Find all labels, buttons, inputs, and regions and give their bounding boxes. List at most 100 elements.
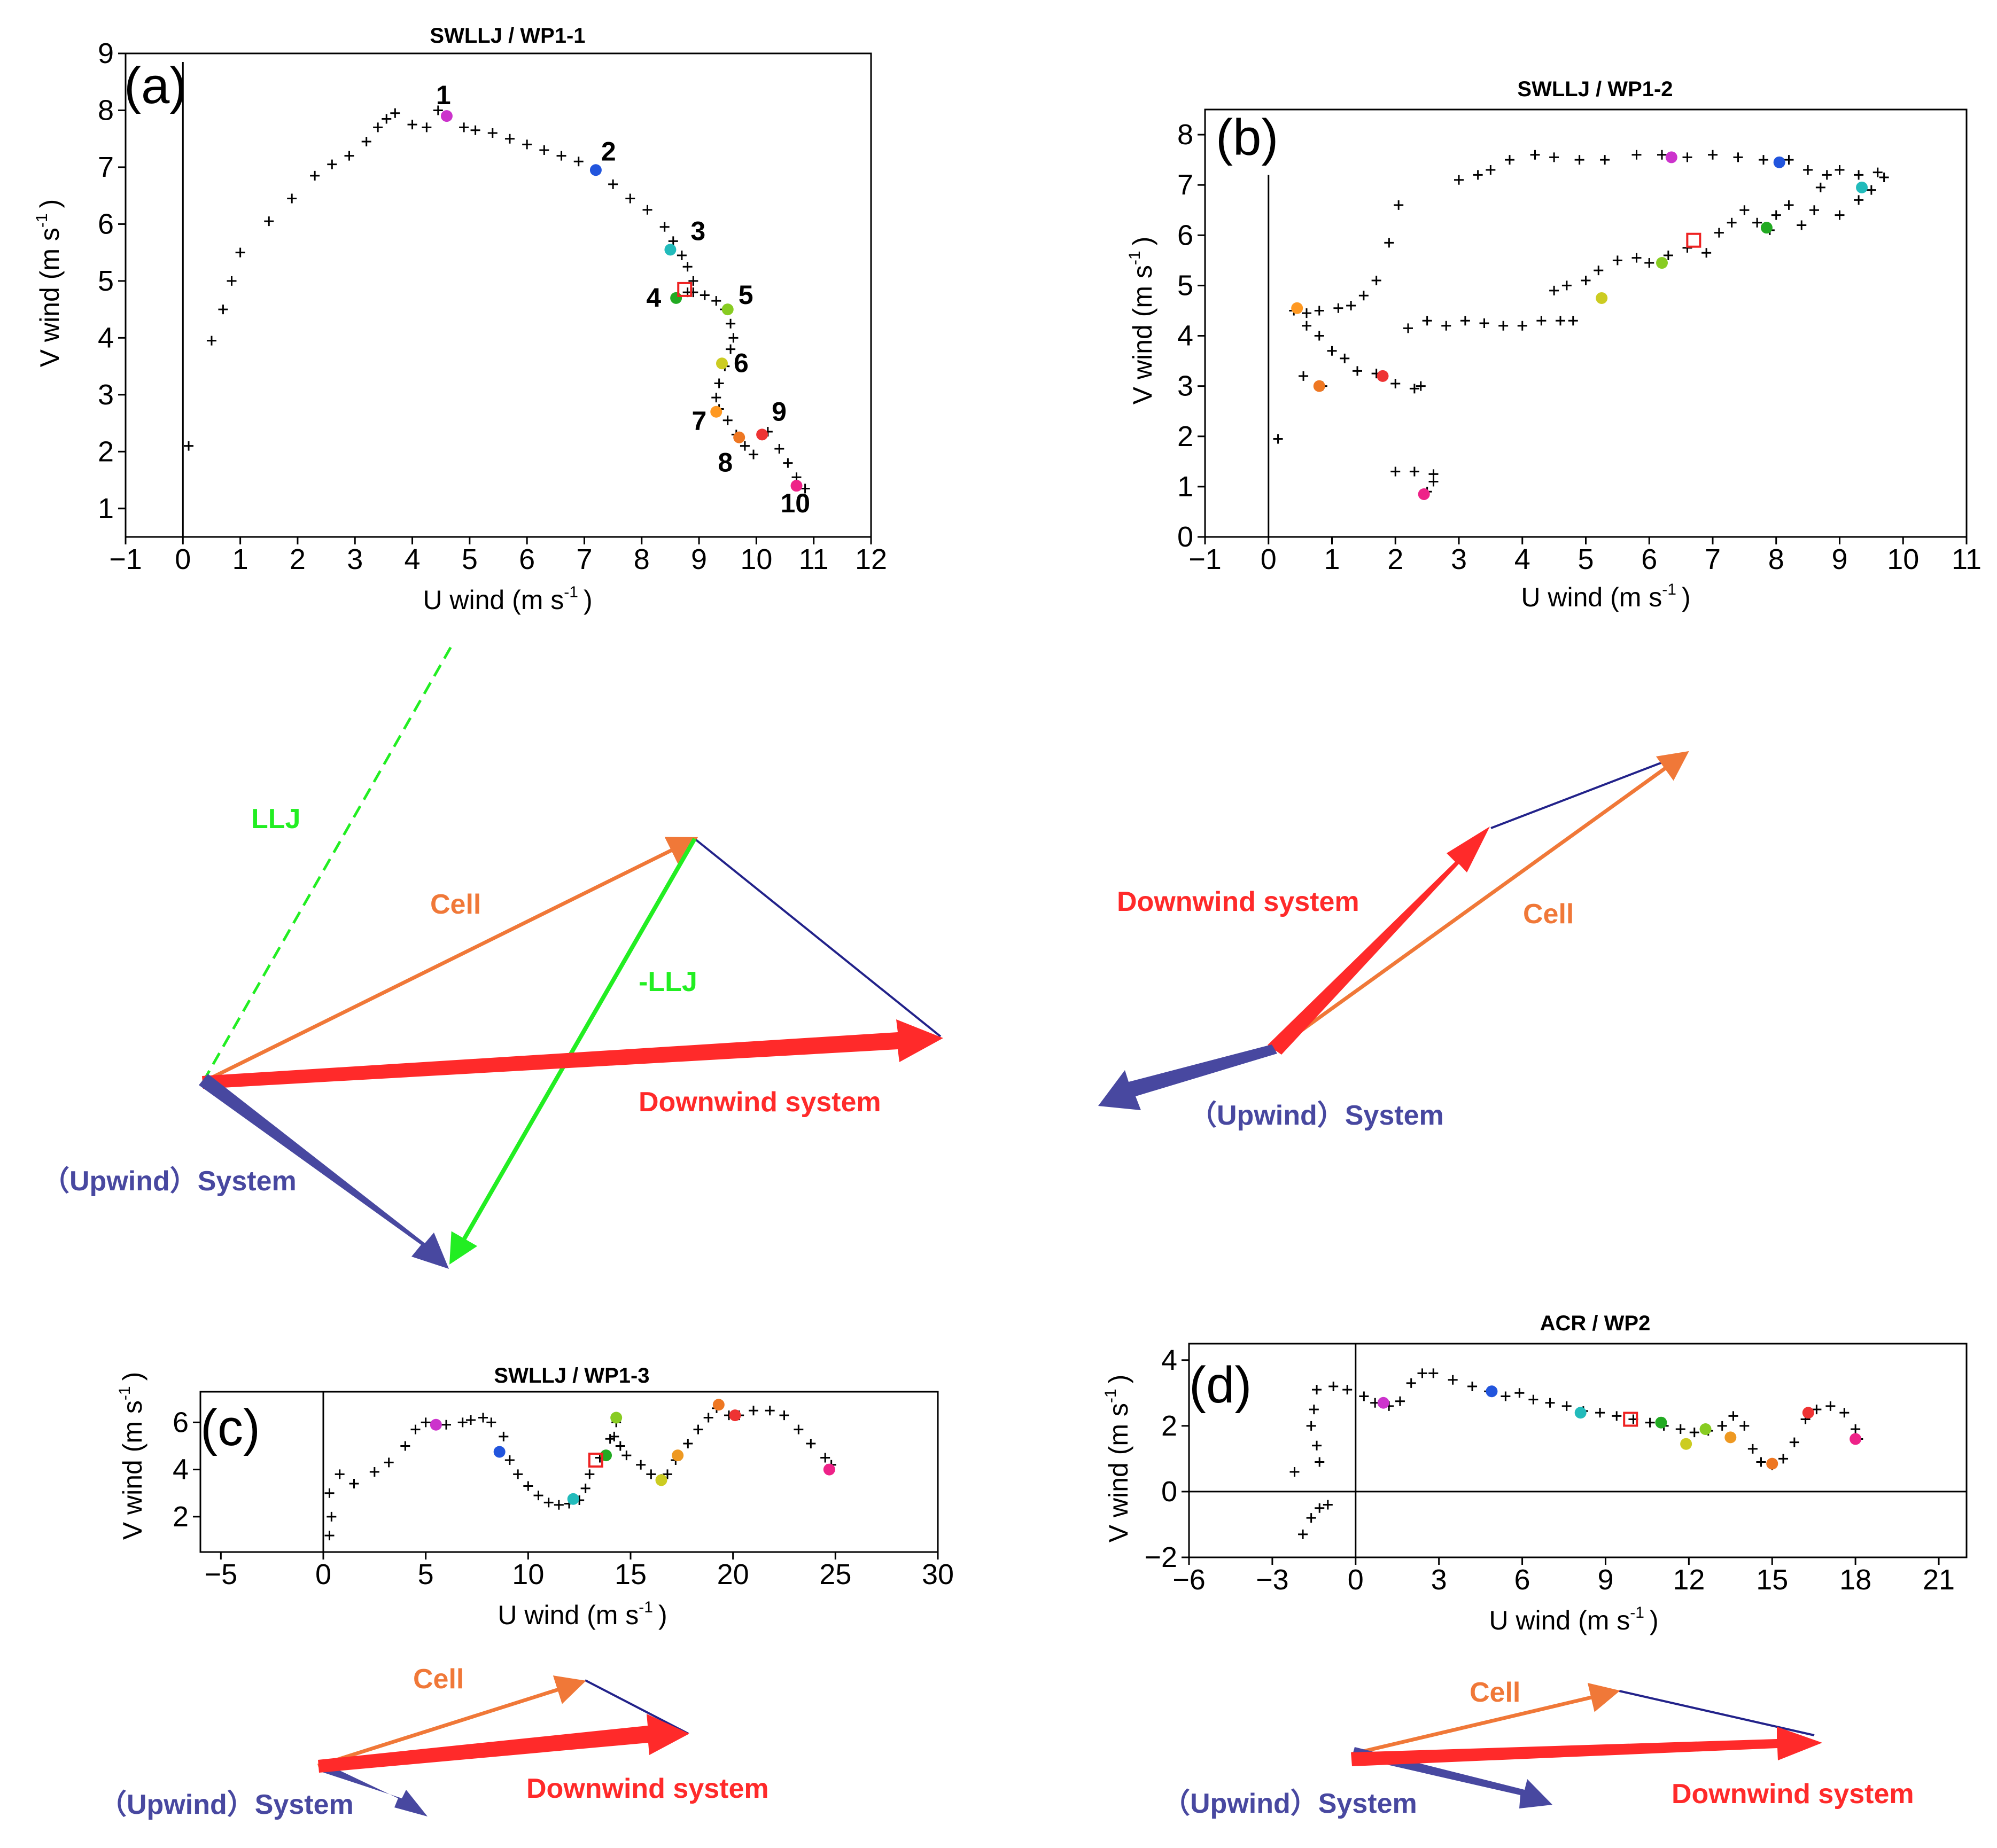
x-tick-label: 7 — [576, 543, 592, 575]
panel-c-ylabel: V wind (m s-1) — [116, 1372, 147, 1540]
x-tick-label: 8 — [1768, 543, 1784, 575]
trace-point — [1879, 173, 1889, 183]
trace-point — [344, 151, 354, 161]
hour-marker — [670, 292, 682, 304]
diagram-c-upwind-label: （Upwind）System — [99, 1789, 354, 1820]
x-tick-label: 9 — [1831, 543, 1847, 575]
trace-point — [1406, 1378, 1416, 1388]
hour-marker — [1377, 1397, 1389, 1409]
trace-point — [1739, 205, 1750, 215]
trace-point — [1733, 152, 1743, 162]
trace-point — [1409, 466, 1419, 477]
y-tick-label: 0 — [1161, 1476, 1177, 1508]
trace-point — [711, 296, 721, 306]
trace-point — [327, 159, 337, 169]
trace-point — [682, 262, 693, 272]
trace-point — [556, 151, 566, 161]
plot-frame — [1188, 1343, 1968, 1558]
x-tick-label: 1 — [1324, 543, 1340, 575]
trace-point — [1340, 353, 1350, 363]
trace-point — [646, 1469, 656, 1479]
hour-marker — [1291, 302, 1303, 314]
x-tick-label: 1 — [232, 543, 248, 575]
diagram-a-upwind-arrow — [199, 1074, 449, 1269]
diagram-a-cell-arrow — [202, 837, 698, 1084]
diagram-b-upwind-arrow — [1098, 1044, 1277, 1110]
trace-point — [504, 134, 515, 144]
panel-a-xlabel: U wind (m s-1) — [423, 583, 592, 615]
hour-marker — [567, 1493, 579, 1505]
hour-marker-label: 2 — [601, 136, 616, 166]
trace-point — [1498, 321, 1509, 331]
trace-point — [1631, 150, 1642, 160]
trace-point — [608, 179, 618, 189]
hour-marker-label: 5 — [739, 280, 753, 310]
y-tick-label: 4 — [1161, 1344, 1177, 1376]
trace-point — [335, 1469, 345, 1479]
hour-marker-label: 3 — [690, 216, 705, 246]
trace-point — [1328, 1382, 1339, 1391]
trace-point — [1306, 1513, 1316, 1523]
trace-point — [1717, 1421, 1727, 1431]
trace-point — [1728, 1411, 1738, 1421]
trace-point — [1689, 1428, 1699, 1438]
y-tick-label: 3 — [98, 379, 114, 411]
trace-point — [615, 1441, 625, 1451]
trace-point — [327, 1511, 337, 1522]
trace-point — [470, 125, 480, 135]
trace-point — [1359, 1391, 1369, 1401]
y-tick-label: 6 — [173, 1406, 189, 1438]
diagram-c-downwind-arrow — [318, 1714, 689, 1773]
hour-marker — [712, 1399, 725, 1411]
trace-point — [1299, 371, 1309, 381]
x-tick-label: 18 — [1839, 1564, 1871, 1596]
x-tick-label: 3 — [1451, 543, 1467, 575]
trace-point — [1854, 195, 1864, 205]
trace-point — [1645, 1417, 1655, 1428]
trace-point — [1315, 1457, 1325, 1467]
diagram-c-cell-arrow — [317, 1675, 586, 1768]
trace-point — [668, 236, 678, 246]
hour-marker — [790, 480, 803, 492]
trace-point — [642, 205, 652, 215]
panel-b-label: (b) — [1216, 109, 1278, 166]
trace-point — [1784, 155, 1794, 165]
hour-marker — [1856, 181, 1868, 193]
trace-point — [722, 415, 733, 425]
panel-d-ylabel: V wind (m s-1) — [1102, 1375, 1133, 1543]
trace-point — [1467, 1382, 1478, 1391]
x-tick-label: 6 — [519, 543, 535, 575]
trace-point — [1289, 1467, 1300, 1477]
trace-point — [820, 1453, 830, 1463]
trace-point — [700, 290, 710, 300]
trace-point — [1644, 258, 1654, 268]
trace-point — [1595, 1408, 1605, 1418]
trace-point — [1428, 477, 1439, 487]
y-tick-label: 1 — [98, 493, 114, 525]
diagram-d-upwind-label: （Upwind）System — [1162, 1788, 1417, 1819]
panel-d-label: (d) — [1189, 1356, 1252, 1414]
hour-marker-label: 10 — [781, 488, 811, 518]
trace-point — [1739, 1421, 1750, 1431]
diagram-b-downwind-arrow — [1268, 826, 1490, 1055]
y-tick-label: 2 — [1177, 420, 1193, 453]
trace-point — [1803, 165, 1813, 175]
trace-point — [1714, 228, 1724, 238]
trace-point — [1312, 1385, 1322, 1395]
trace-point — [486, 1417, 496, 1428]
trace-point — [1581, 276, 1591, 285]
trace-point — [580, 1483, 590, 1493]
trace-point — [625, 193, 635, 204]
trace-point — [554, 1500, 564, 1510]
trace-point — [1727, 217, 1737, 228]
trace-point — [1752, 217, 1762, 228]
trace-point — [1701, 248, 1712, 258]
trace-point — [1545, 1398, 1555, 1408]
trace-point — [1872, 167, 1883, 177]
x-tick-label: 5 — [1578, 543, 1594, 575]
trace-point — [714, 378, 724, 388]
trace-point — [794, 1424, 804, 1434]
diagram-c-thin-closing-line — [585, 1679, 689, 1735]
panel-c-title: SWLLJ / WP1-3 — [494, 1364, 649, 1387]
